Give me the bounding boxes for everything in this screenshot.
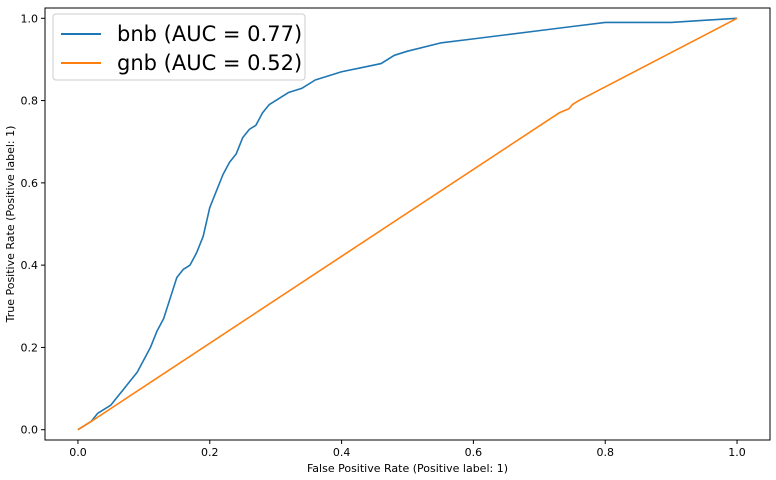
x-tick-label: 0.8 — [596, 446, 614, 459]
legend: bnb (AUC = 0.77) gnb (AUC = 0.52) — [52, 13, 306, 81]
x-tick-label: 0.6 — [465, 446, 483, 459]
y-tick-label: 0.6 — [21, 177, 39, 190]
y-tick-label: 1.0 — [21, 12, 39, 25]
series-line-bnb — [77, 17, 738, 431]
axes-frame — [44, 7, 771, 441]
y-tick-label: 0.4 — [21, 259, 39, 272]
y-tick-label: 0.2 — [21, 341, 39, 354]
y-tick-label: 0.0 — [21, 424, 39, 437]
y-tick-label: 0.8 — [21, 95, 39, 108]
legend-entry: bnb (AUC = 0.77) — [117, 22, 302, 46]
y-axis-label: True Positive Rate (Positive label: 1) — [4, 126, 17, 324]
x-axis-label: False Positive Rate (Positive label: 1) — [307, 462, 508, 475]
axis-ticks: 0.0 0.2 0.4 0.6 0.8 1.0 0.0 0.2 0.4 0.6 0.8 1.0 — [21, 12, 746, 459]
x-tick-label: 0.2 — [201, 446, 219, 459]
x-tick-label: 1.0 — [728, 446, 746, 459]
x-tick-label: 0.4 — [333, 446, 351, 459]
series-line-gnb — [77, 17, 738, 431]
legend-box — [52, 13, 306, 81]
plot-area — [44, 7, 771, 441]
series-lines — [77, 17, 738, 431]
legend-entry: gnb (AUC = 0.52) — [117, 51, 302, 75]
x-tick-label: 0.0 — [69, 446, 87, 459]
